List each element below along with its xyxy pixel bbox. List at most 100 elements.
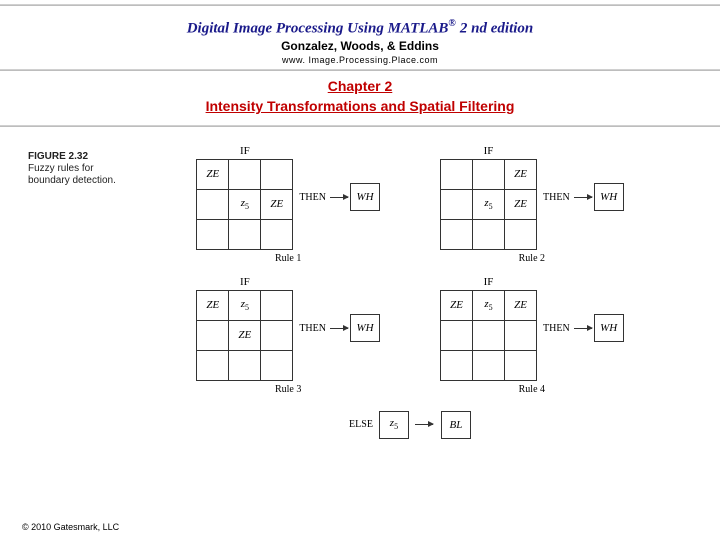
grid-cell <box>261 219 293 249</box>
if-label: IF <box>484 276 494 288</box>
grid-cell <box>261 320 293 350</box>
rule-top: IF ZEz5ZE THEN WH <box>440 145 624 250</box>
grid-cell: ZE <box>197 290 229 320</box>
arrow-icon <box>574 197 592 198</box>
grid-cell <box>197 219 229 249</box>
rules-container: IF ZEz5ZE THEN WH Rule 1 IF ZEz5ZE THEN … <box>130 145 690 439</box>
rule-label: Rule 3 <box>275 384 301 395</box>
then-label: THEN <box>299 323 326 334</box>
grid-cell: ZE <box>505 290 537 320</box>
if-label: IF <box>240 145 250 157</box>
grid-cell <box>197 320 229 350</box>
figure-caption-text: Fuzzy rules for boundary detection. <box>28 163 116 186</box>
grid-cell <box>197 350 229 380</box>
grid-cell: ZE <box>229 320 261 350</box>
rule-block: IF ZEz5ZE THEN WH Rule 3 <box>196 276 380 395</box>
if-label: IF <box>240 276 250 288</box>
grid-cell: ZE <box>441 290 473 320</box>
title-sup: ® <box>448 18 455 29</box>
grid-cell <box>473 350 505 380</box>
grid-cell <box>229 350 261 380</box>
else-row: ELSE z5 BL <box>349 411 471 439</box>
result-box: WH <box>350 183 380 211</box>
rule-row-1: IF ZEz5ZE THEN WH Rule 1 IF ZEz5ZE THEN … <box>196 145 623 264</box>
then-group: THEN WH <box>543 183 624 211</box>
else-label: ELSE <box>349 419 373 430</box>
page-header: Digital Image Processing Using MATLAB® 2… <box>0 10 720 65</box>
rule-top: IF ZEz5ZE THEN WH <box>196 276 380 381</box>
rule-label: Rule 1 <box>275 253 301 264</box>
arrow-icon <box>330 328 348 329</box>
grid-cell <box>261 350 293 380</box>
chapter-line2: Intensity Transformations and Spatial Fi… <box>206 98 515 114</box>
result-box: WH <box>350 314 380 342</box>
grid-cell <box>505 219 537 249</box>
grid-and-if: IF ZEz5ZE <box>440 145 537 250</box>
grid-cell: z5 <box>229 189 261 219</box>
figure-caption: FIGURE 2.32 Fuzzy rules for boundary det… <box>28 151 118 187</box>
grid-cell: ZE <box>505 189 537 219</box>
grid-cell: ZE <box>505 159 537 189</box>
then-label: THEN <box>543 192 570 203</box>
grid-cell <box>197 189 229 219</box>
grid-cell <box>229 159 261 189</box>
result-box: WH <box>594 314 624 342</box>
rule-block: IF ZEz5ZE THEN WH Rule 4 <box>440 276 624 395</box>
figure-number: FIGURE 2.32 <box>28 151 118 163</box>
arrow-icon <box>415 424 433 425</box>
mid-rule <box>0 69 720 71</box>
else-result-box: BL <box>441 411 471 439</box>
grid-and-if: IF ZEz5ZE <box>196 276 293 381</box>
then-group: THEN WH <box>299 314 380 342</box>
figure-area: FIGURE 2.32 Fuzzy rules for boundary det… <box>0 131 720 439</box>
website: www. Image.Processing.Place.com <box>0 55 720 65</box>
grid-cell <box>441 189 473 219</box>
grid-cell <box>261 159 293 189</box>
then-group: THEN WH <box>543 314 624 342</box>
then-label: THEN <box>543 323 570 334</box>
grid-and-if: IF ZEz5ZE <box>196 145 293 250</box>
rule-row-2: IF ZEz5ZE THEN WH Rule 3 IF ZEz5ZE THEN … <box>196 276 623 395</box>
rule-label: Rule 4 <box>519 384 545 395</box>
grid-cell <box>505 350 537 380</box>
top-rule <box>0 4 720 6</box>
arrow-icon <box>330 197 348 198</box>
grid-cell <box>261 290 293 320</box>
z5-sub: 5 <box>394 423 398 432</box>
grid-cell <box>473 219 505 249</box>
then-group: THEN WH <box>299 183 380 211</box>
rule-label: Rule 2 <box>519 253 545 264</box>
grid-cell <box>505 320 537 350</box>
grid-cell: z5 <box>473 189 505 219</box>
grid-cell <box>473 320 505 350</box>
grid-cell <box>441 350 473 380</box>
title-prefix: Digital Image Processing Using MATLAB <box>187 20 449 36</box>
rule-grid: ZEz5ZE <box>196 290 293 381</box>
rule-top: IF ZEz5ZE THEN WH <box>196 145 380 250</box>
then-label: THEN <box>299 192 326 203</box>
lower-rule <box>0 125 720 127</box>
rule-top: IF ZEz5ZE THEN WH <box>440 276 624 381</box>
grid-cell: ZE <box>261 189 293 219</box>
grid-cell <box>229 219 261 249</box>
grid-cell <box>441 320 473 350</box>
rule-grid: ZEz5ZE <box>440 159 537 250</box>
grid-cell <box>441 159 473 189</box>
title-suffix: 2 nd edition <box>460 20 533 36</box>
grid-cell <box>441 219 473 249</box>
grid-cell: z5 <box>229 290 261 320</box>
book-title: Digital Image Processing Using MATLAB® 2… <box>0 18 720 37</box>
grid-cell: ZE <box>197 159 229 189</box>
result-box: WH <box>594 183 624 211</box>
if-label: IF <box>484 145 494 157</box>
else-z5-box: z5 <box>379 411 409 439</box>
chapter-line1: Chapter 2 <box>328 78 393 94</box>
rule-grid: ZEz5ZE <box>196 159 293 250</box>
rule-block: IF ZEz5ZE THEN WH Rule 1 <box>196 145 380 264</box>
authors: Gonzalez, Woods, & Eddins <box>0 39 720 53</box>
arrow-icon <box>574 328 592 329</box>
rule-grid: ZEz5ZE <box>440 290 537 381</box>
grid-cell <box>473 159 505 189</box>
copyright: © 2010 Gatesmark, LLC <box>22 522 119 532</box>
grid-cell: z5 <box>473 290 505 320</box>
